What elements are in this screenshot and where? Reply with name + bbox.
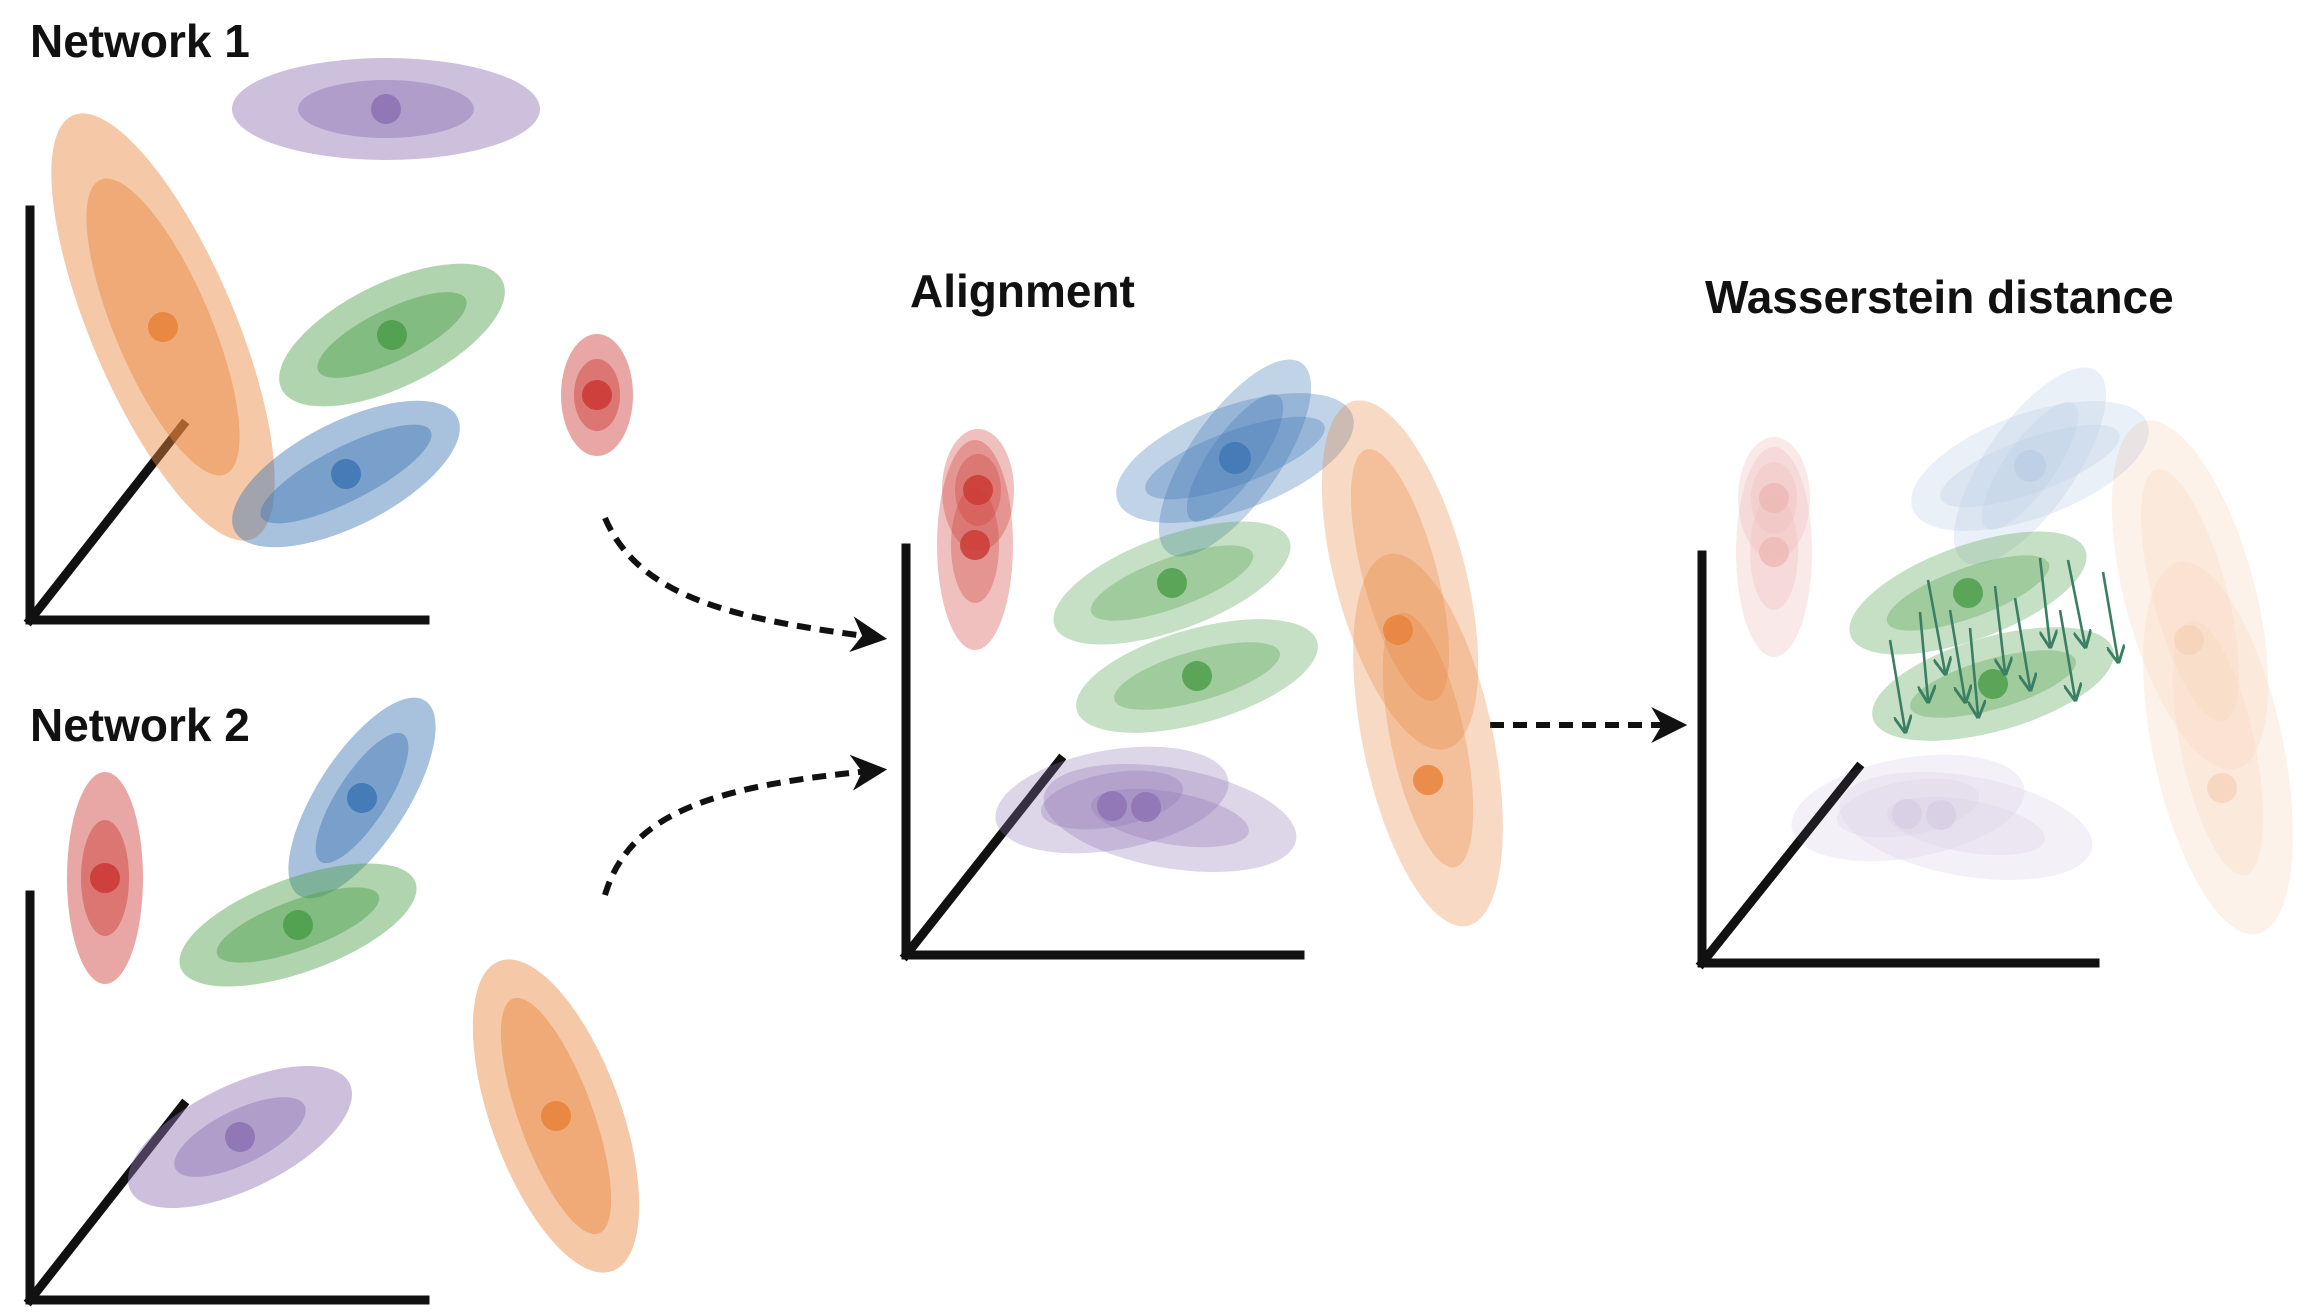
wasserstein-panel [1695,367,2293,970]
orange-cluster-aligned [1321,400,1503,927]
network-2-title: Network 2 [30,699,250,751]
wasserstein-axes [1695,550,2100,970]
red-cluster [561,334,633,456]
network-1-axes [23,205,430,627]
network-1-title: Network 1 [30,15,250,67]
green-cluster [279,263,505,407]
alignment-axes [899,543,1305,962]
green-cluster-aligned [1053,521,1318,733]
blue-cluster-aligned [1116,359,1354,557]
green-cluster-transport [1849,531,2114,741]
network-2-panel [23,697,640,1307]
transport-arrows [1888,557,2118,730]
purple-cluster [128,1065,352,1209]
alignment-panel [899,359,1503,962]
purple-cluster-faded [1791,754,2093,881]
orange-cluster-faded [2111,420,2293,935]
network-1-panel [23,58,633,627]
orange-cluster [472,959,640,1273]
arrow-network2-to-alignment [602,754,888,896]
wasserstein-distance-title: Wasserstein distance [1705,271,2174,323]
blue-cluster-faded [1911,367,2149,565]
red-cluster-faded [1736,437,1812,657]
blue-cluster [232,400,460,548]
arrow-network1-to-alignment [602,516,888,653]
dashed-arrows [602,516,1688,896]
red-cluster [67,772,143,984]
blue-cluster [288,697,436,899]
purple-cluster [232,58,540,160]
network-2-axes [23,890,430,1307]
green-cluster [179,863,417,987]
alignment-title: Alignment [910,265,1135,317]
purple-cluster-aligned [995,746,1297,873]
orange-cluster [51,113,275,541]
red-cluster-aligned [937,429,1014,650]
